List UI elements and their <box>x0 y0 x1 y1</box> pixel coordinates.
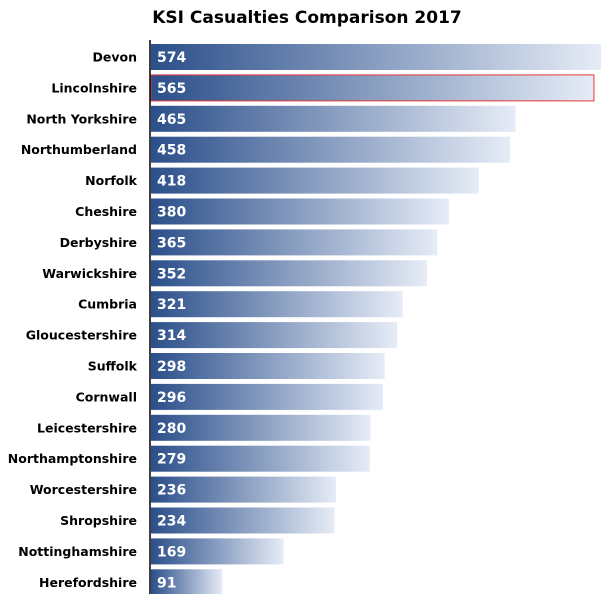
value-label-cornwall: 296 <box>157 390 186 406</box>
bar-northumberland <box>151 136 511 163</box>
bar-norfolk <box>151 167 479 194</box>
bar-north-yorkshire <box>151 105 516 132</box>
category-label-devon: Devon <box>93 50 138 65</box>
bar-herefordshire <box>151 569 223 594</box>
category-label-herefordshire: Herefordshire <box>39 575 137 590</box>
chart-title: KSI Casualties Comparison 2017 <box>152 8 462 28</box>
category-label-northamptonshire: Northamptonshire <box>8 451 137 466</box>
bar-lincolnshire <box>150 74 595 102</box>
value-label-northumberland: 458 <box>157 143 186 159</box>
bar-leicestershire <box>151 414 371 441</box>
value-label-norfolk: 418 <box>157 174 186 190</box>
bars-layer: Devon 574 Lincolnshire 565 North Yorkshire 46… <box>8 44 601 594</box>
category-label-shropshire: Shropshire <box>60 513 137 528</box>
value-label-northamptonshire: 279 <box>157 452 186 468</box>
value-label-leicestershire: 280 <box>157 421 186 437</box>
bar-suffolk <box>151 353 385 379</box>
category-label-worcestershire: Worcestershire <box>30 482 137 497</box>
bar-nottinghamshire <box>151 538 284 565</box>
category-label-cumbria: Cumbria <box>78 297 137 312</box>
bar-cornwall <box>151 383 384 410</box>
value-label-warwickshire: 352 <box>157 266 186 282</box>
value-label-north-yorkshire: 465 <box>157 112 186 128</box>
bar-cheshire <box>151 198 449 225</box>
category-label-norfolk: Norfolk <box>85 173 138 188</box>
category-label-warwickshire: Warwickshire <box>42 266 137 281</box>
value-label-devon: 574 <box>157 50 186 66</box>
bar-cumbria <box>151 291 403 318</box>
value-label-derbyshire: 365 <box>157 235 186 251</box>
bar-northamptonshire <box>151 445 370 472</box>
value-label-suffolk: 298 <box>157 359 186 375</box>
bar-warwickshire <box>151 260 427 287</box>
bar-shropshire <box>151 507 335 534</box>
category-label-suffolk: Suffolk <box>88 359 138 374</box>
category-label-nottinghamshire: Nottinghamshire <box>18 544 137 559</box>
category-label-gloucestershire: Gloucestershire <box>26 328 137 343</box>
category-label-north-yorkshire: North Yorkshire <box>26 111 137 126</box>
value-label-cheshire: 380 <box>157 205 186 221</box>
category-label-lincolnshire: Lincolnshire <box>51 80 137 95</box>
category-label-northumberland: Northumberland <box>21 142 137 157</box>
value-label-lincolnshire: 565 <box>157 81 186 97</box>
bar-devon <box>151 44 601 70</box>
value-label-gloucestershire: 314 <box>157 328 186 344</box>
category-label-leicestershire: Leicestershire <box>37 420 137 435</box>
value-label-herefordshire: 91 <box>157 575 176 591</box>
category-label-cheshire: Cheshire <box>75 204 137 219</box>
category-label-derbyshire: Derbyshire <box>60 235 137 250</box>
bar-gloucestershire <box>151 322 398 349</box>
category-label-cornwall: Cornwall <box>76 389 137 404</box>
bar-worcestershire <box>151 476 337 503</box>
value-label-worcestershire: 236 <box>157 483 186 499</box>
value-label-nottinghamshire: 169 <box>157 544 186 560</box>
value-label-shropshire: 234 <box>157 514 186 530</box>
value-label-cumbria: 321 <box>157 297 186 313</box>
bar-derbyshire <box>151 229 438 256</box>
